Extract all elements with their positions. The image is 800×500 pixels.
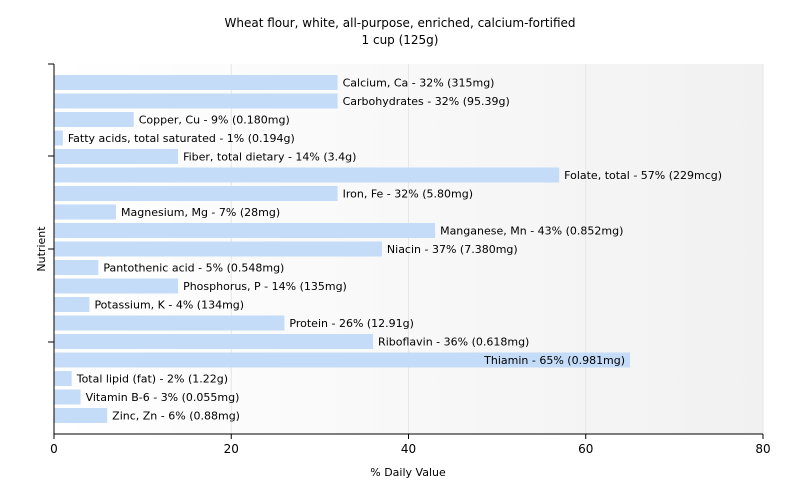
x-axis-label: % Daily Value [370, 466, 446, 479]
bar [54, 334, 374, 349]
bar [54, 371, 72, 386]
bars-group: Calcium, Ca - 32% (315mg) Carbohydrates -… [54, 75, 722, 423]
bar-label: Calcium, Ca - 32% (315mg) [343, 77, 495, 90]
bar-label: Manganese, Mn - 43% (0.852mg) [440, 225, 623, 238]
bar [54, 93, 338, 109]
bar [54, 186, 338, 201]
x-tick-label: 80 [755, 442, 770, 456]
bar [54, 167, 560, 183]
x-tick-label: 20 [224, 442, 239, 456]
bar [54, 297, 90, 312]
bar-label: Magnesium, Mg - 7% (28mg) [121, 206, 280, 219]
axes-group: 0 20 40 60 80 [48, 63, 771, 456]
bar [54, 241, 382, 257]
bar-label: Thiamin - 65% (0.981mg) [483, 354, 625, 367]
bar-label: Total lipid (fat) - 2% (1.22g) [76, 373, 228, 386]
chart-subtitle: 1 cup (125g) [362, 33, 439, 47]
bar-label: Protein - 26% (12.91g) [289, 317, 414, 330]
bar-label: Niacin - 37% (7.380mg) [387, 243, 518, 256]
chart-title: Wheat flour, white, all-purpose, enriche… [224, 16, 575, 30]
bar [54, 389, 81, 405]
bar [54, 352, 631, 368]
bar-label: Copper, Cu - 9% (0.180mg) [139, 114, 290, 127]
x-tick-label: 40 [401, 442, 416, 456]
bar-label: Fatty acids, total saturated - 1% (0.194… [68, 132, 295, 145]
bar [54, 149, 179, 164]
x-tick-label: 60 [578, 442, 593, 456]
bar [54, 112, 134, 127]
bar [54, 223, 436, 238]
bar-label: Fiber, total dietary - 14% (3.4g) [183, 151, 356, 164]
x-tick-label: 0 [50, 442, 58, 456]
bar [54, 130, 63, 146]
bar [54, 260, 99, 275]
bar [54, 75, 338, 90]
bar-label: Iron, Fe - 32% (5.80mg) [343, 188, 473, 201]
bar [54, 204, 117, 220]
y-axis-label: Nutrient [35, 226, 48, 272]
bar [54, 315, 285, 331]
bar-label: Carbohydrates - 32% (95.39g) [343, 95, 510, 108]
bar-label: Potassium, K - 4% (134mg) [94, 299, 244, 312]
bar-label: Riboflavin - 36% (0.618mg) [378, 336, 529, 349]
bar-label: Vitamin B-6 - 3% (0.055mg) [86, 391, 240, 404]
bar [54, 278, 179, 294]
bar-label: Phosphorus, P - 14% (135mg) [183, 280, 347, 293]
bar [54, 408, 108, 423]
bar-label: Folate, total - 57% (229mcg) [564, 169, 722, 182]
bar-label: Zinc, Zn - 6% (0.88mg) [112, 410, 240, 423]
bar-label: Pantothenic acid - 5% (0.548mg) [103, 262, 284, 275]
gridlines [230, 64, 764, 434]
